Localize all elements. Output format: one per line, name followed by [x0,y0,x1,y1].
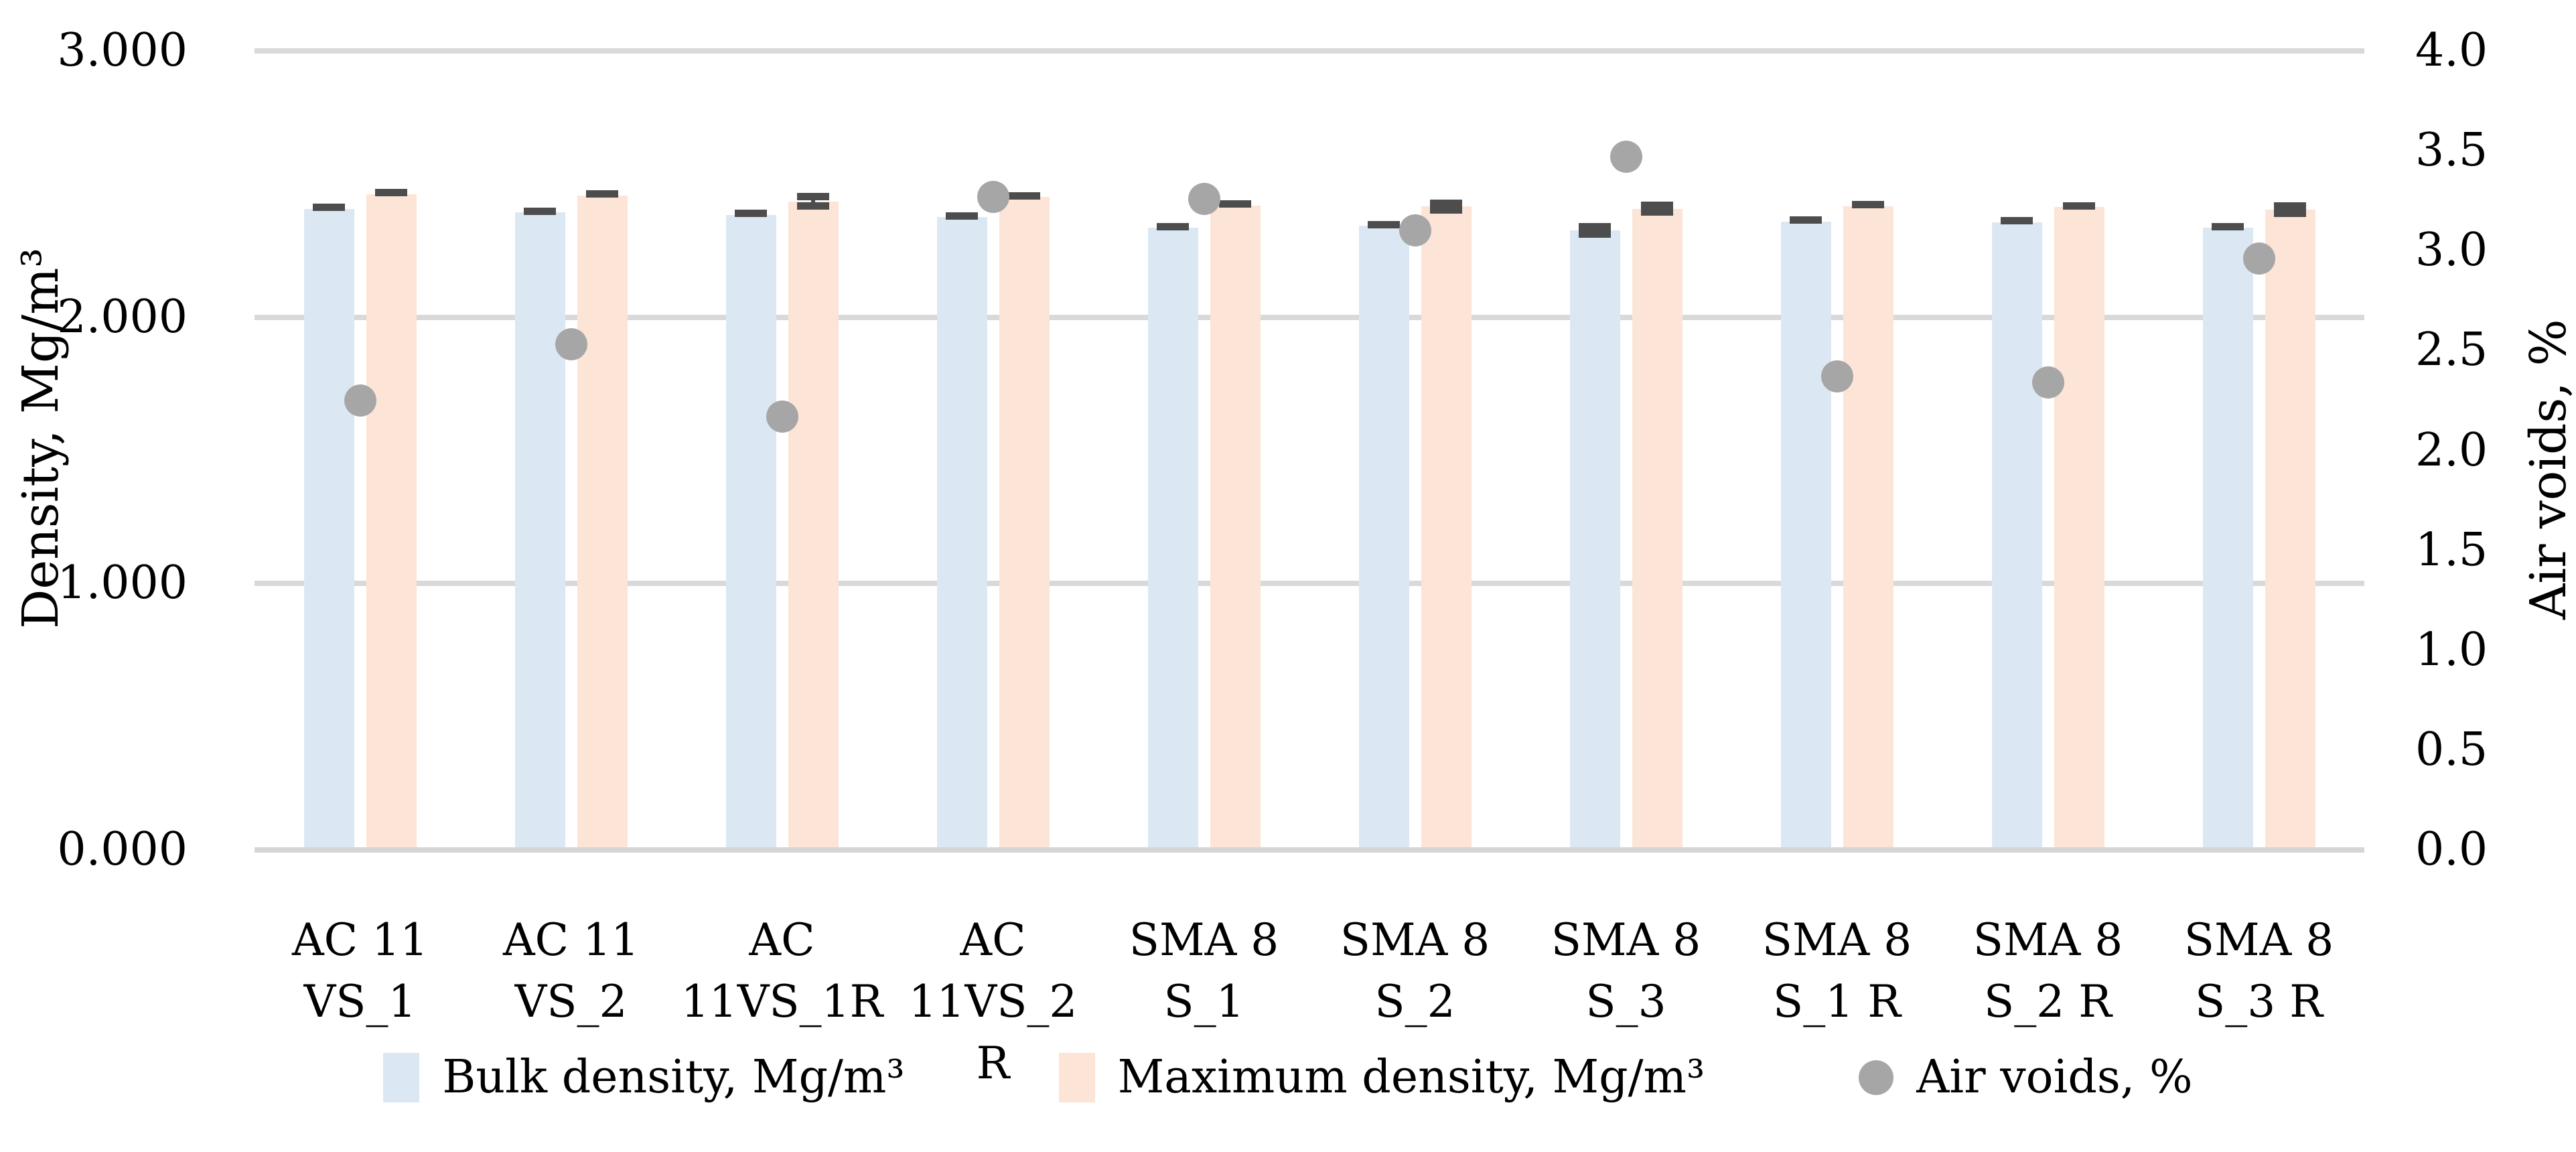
error-bar-cap [2063,202,2095,210]
category-label: SMA 8 S_3 R [2184,914,2334,1027]
air-voids-point [344,384,376,417]
max-density-bar [788,201,839,847]
legend-item-air-voids: Air voids, % [1859,1051,2193,1104]
error-bar-cap [735,210,767,218]
air-voids-point [1399,214,1431,247]
legend-label: Air voids, % [1916,1051,2193,1104]
error-bar-cap [2212,222,2244,230]
error-bar-cap [1008,192,1040,200]
bulk-density-bar [2202,228,2253,847]
left-axis-tick: 1.000 [57,557,188,610]
category-label: SMA 8 S_2 R [1973,914,2123,1027]
legend-item-maximum-density: Maximum density, Mg/m³ [1058,1051,1705,1104]
air-voids-point [1609,141,1642,173]
right-axis-tick: 2.0 [2415,423,2488,477]
max-density-bar [1632,208,1683,847]
legend-label: Bulk density, Mg/m³ [442,1051,905,1104]
error-bar-cap [1579,230,1611,238]
error-bar-stem [1593,226,1597,234]
bulk-density-bar [1358,226,1409,847]
max-density-bar [999,197,1050,847]
right-axis-tick: 0.5 [2415,723,2488,776]
air-voids-point [766,400,798,433]
right-axis-tick: 1.0 [2415,623,2488,676]
error-bar-stem [2288,206,2292,214]
error-bar-cap [1579,222,1611,230]
air-voids-point [1188,182,1220,215]
category-label: AC 11VS_1R [681,914,883,1027]
error-bar-cap [586,190,618,198]
right-axis-tick: 4.0 [2415,24,2488,77]
error-bar-cap [1219,200,1251,208]
error-bar-cap [375,189,407,197]
error-bar-cap [1430,199,1462,207]
error-bar-cap [1430,206,1462,214]
max-density-bar [1421,206,1472,847]
error-bar-cap [1852,201,1884,209]
error-bar-cap [2274,209,2306,217]
error-bar-cap [797,193,829,201]
right-axis-tick: 3.0 [2415,224,2488,277]
left-axis-title: Density, Mg/m³ [12,247,70,629]
x-axis-line [255,847,2364,853]
error-bar-cap [797,202,829,210]
max-density-bar [577,195,628,847]
left-axis-tick: 0.000 [57,823,188,876]
bulk-density-bar [303,208,354,847]
category-label: SMA 8 S_1 [1129,914,1279,1027]
error-bar-cap [1641,202,1673,210]
category-label: SMA 8 S_2 [1340,914,1490,1027]
bulk-density-bar [1569,230,1620,847]
bulk-density-bar [1147,228,1198,847]
bulk-density-bar [725,214,776,847]
legend: Bulk density, Mg/m³ Maximum density, Mg/… [0,1053,2576,1102]
category-label: AC 11VS_2 R [908,914,1078,1089]
error-bar-cap [946,212,978,220]
maximum-density-swatch-icon [1058,1053,1095,1102]
error-bar-cap [524,207,556,215]
category-label: SMA 8 S_1 R [1762,914,1912,1027]
max-density-bar [1210,205,1261,847]
error-bar-stem [811,196,815,206]
error-bar-cap [1790,216,1822,224]
error-bar-cap [2001,217,2033,225]
bulk-density-bar [1780,221,1831,847]
max-density-bar [2265,209,2315,847]
legend-label: Maximum density, Mg/m³ [1117,1051,1705,1104]
error-bar-cap [1368,220,1400,228]
error-bar-cap [2274,202,2306,210]
error-bar-cap [1641,208,1673,216]
gridline [255,48,2364,54]
air-voids-dot-icon [1859,1060,1894,1095]
gridline [255,581,2364,587]
air-voids-point [555,328,587,361]
category-label: AC 11 VS_2 [502,914,640,1027]
max-density-bar [1843,206,1893,847]
bulk-density-bar [936,217,987,847]
right-axis-title: Air voids, % [2520,318,2576,620]
category-label: AC 11 VS_1 [291,914,429,1027]
air-voids-point [2031,366,2064,399]
error-bar-cap [313,204,345,212]
left-axis-tick: 2.000 [57,290,188,344]
bulk-density-swatch-icon [383,1053,420,1102]
legend-item-bulk-density: Bulk density, Mg/m³ [383,1051,905,1104]
max-density-bar [2054,207,2104,847]
right-axis-tick: 1.5 [2415,523,2488,577]
category-label: SMA 8 S_3 [1551,914,1701,1027]
left-axis-tick: 3.000 [57,24,188,77]
gridline [255,314,2364,320]
right-axis-tick: 3.5 [2415,124,2488,177]
bulk-density-bar [1991,222,2042,847]
right-axis-tick: 0.0 [2415,823,2488,876]
air-voids-point [977,180,1009,213]
error-bar-cap [1157,222,1189,230]
air-voids-point [1820,360,1853,393]
air-voids-point [2242,242,2275,275]
bulk-density-bar [514,212,565,847]
max-density-bar [366,194,417,847]
right-axis-tick: 2.5 [2415,323,2488,377]
